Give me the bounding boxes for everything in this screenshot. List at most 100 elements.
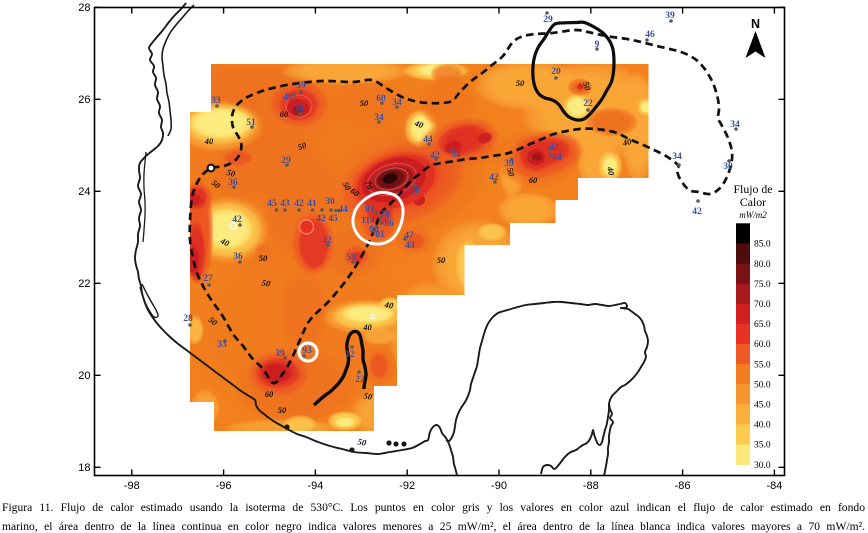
svg-text:40: 40 <box>412 118 425 131</box>
svg-text:34: 34 <box>374 113 384 123</box>
svg-text:50: 50 <box>357 436 368 447</box>
svg-text:40: 40 <box>605 165 617 177</box>
svg-text:50.0: 50.0 <box>754 380 771 390</box>
svg-text:41: 41 <box>307 199 317 209</box>
svg-text:36: 36 <box>228 178 238 188</box>
svg-text:-86: -86 <box>675 480 691 492</box>
svg-text:43: 43 <box>280 199 290 209</box>
svg-text:-84: -84 <box>766 480 782 492</box>
svg-text:36: 36 <box>233 252 243 262</box>
svg-text:26: 26 <box>78 94 90 106</box>
svg-text:114: 114 <box>361 216 375 226</box>
svg-text:42: 42 <box>322 236 332 246</box>
svg-text:40: 40 <box>383 299 395 311</box>
svg-text:N: N <box>751 17 760 31</box>
svg-text:50: 50 <box>261 277 272 288</box>
svg-text:42: 42 <box>430 151 440 161</box>
svg-text:20: 20 <box>78 370 90 382</box>
svg-text:-98: -98 <box>124 480 140 492</box>
svg-text:43: 43 <box>405 241 415 251</box>
svg-text:34: 34 <box>552 153 562 163</box>
svg-text:81: 81 <box>365 205 375 215</box>
svg-text:50: 50 <box>581 81 593 93</box>
svg-text:22: 22 <box>78 278 90 290</box>
svg-text:47: 47 <box>404 231 414 241</box>
svg-text:60: 60 <box>529 175 538 185</box>
svg-text:70.0: 70.0 <box>754 300 771 310</box>
svg-text:33: 33 <box>217 340 227 350</box>
svg-text:29: 29 <box>281 156 291 166</box>
svg-text:44: 44 <box>423 135 433 145</box>
svg-text:Flujo de: Flujo de <box>734 182 773 196</box>
svg-text:-94: -94 <box>307 480 323 492</box>
svg-text:22: 22 <box>355 375 365 385</box>
svg-text:35.0: 35.0 <box>754 441 771 451</box>
svg-text:60: 60 <box>280 109 289 119</box>
svg-text:60: 60 <box>410 186 420 196</box>
svg-text:40: 40 <box>362 322 372 332</box>
svg-text:42: 42 <box>489 173 499 183</box>
svg-text:29: 29 <box>543 15 553 25</box>
svg-text:78: 78 <box>380 210 390 220</box>
svg-text:86: 86 <box>384 219 394 229</box>
svg-text:18: 18 <box>78 462 90 474</box>
svg-text:40: 40 <box>204 136 214 146</box>
svg-text:28: 28 <box>183 314 193 324</box>
svg-text:39: 39 <box>275 349 285 359</box>
svg-text:42: 42 <box>294 199 304 209</box>
svg-text:60: 60 <box>376 94 386 104</box>
svg-text:-92: -92 <box>399 480 415 492</box>
svg-text:50: 50 <box>516 78 525 88</box>
svg-text:50: 50 <box>505 167 517 179</box>
svg-text:34: 34 <box>672 152 682 162</box>
svg-text:40.0: 40.0 <box>754 421 771 431</box>
svg-text:53: 53 <box>346 253 356 263</box>
svg-text:50: 50 <box>363 390 374 401</box>
svg-text:24: 24 <box>78 186 90 198</box>
svg-text:80.0: 80.0 <box>754 260 771 270</box>
svg-text:51: 51 <box>246 118 256 128</box>
svg-text:50: 50 <box>259 253 268 263</box>
svg-text:34: 34 <box>392 98 402 108</box>
svg-text:50: 50 <box>226 167 238 179</box>
svg-text:28: 28 <box>78 2 90 14</box>
svg-text:75.0: 75.0 <box>754 280 771 290</box>
svg-text:42: 42 <box>692 207 702 217</box>
svg-text:81: 81 <box>375 230 385 240</box>
svg-text:9: 9 <box>595 40 600 50</box>
svg-text:27: 27 <box>203 274 213 284</box>
svg-text:55.0: 55.0 <box>754 360 771 370</box>
svg-text:Calor: Calor <box>740 195 766 209</box>
svg-text:42: 42 <box>549 143 559 153</box>
svg-text:50: 50 <box>437 255 446 265</box>
svg-text:48: 48 <box>283 93 293 103</box>
svg-text:45: 45 <box>267 199 277 209</box>
svg-text:30.0: 30.0 <box>754 461 771 471</box>
svg-text:46: 46 <box>645 30 655 40</box>
svg-text:20: 20 <box>551 67 561 77</box>
svg-text:42: 42 <box>232 215 242 225</box>
svg-text:50: 50 <box>278 405 287 415</box>
svg-text:42: 42 <box>316 214 326 224</box>
svg-text:39: 39 <box>504 159 514 169</box>
svg-text:-90: -90 <box>491 480 507 492</box>
svg-text:34: 34 <box>730 120 740 130</box>
svg-text:45.0: 45.0 <box>754 401 771 411</box>
svg-text:-88: -88 <box>583 480 599 492</box>
svg-text:60: 60 <box>265 389 274 399</box>
svg-text:93: 93 <box>302 346 312 356</box>
svg-text:44: 44 <box>338 205 348 215</box>
svg-text:45: 45 <box>328 214 338 224</box>
svg-text:85.0: 85.0 <box>754 240 771 250</box>
svg-text:33: 33 <box>211 96 221 106</box>
svg-text:65.0: 65.0 <box>754 320 771 330</box>
svg-text:50: 50 <box>360 98 369 108</box>
svg-text:36: 36 <box>294 104 304 114</box>
svg-text:30: 30 <box>723 162 733 172</box>
svg-text:40: 40 <box>621 136 633 148</box>
svg-text:-96: -96 <box>216 480 232 492</box>
svg-text:12: 12 <box>345 350 355 360</box>
svg-text:mW/m2: mW/m2 <box>739 210 767 220</box>
svg-text:39: 39 <box>665 11 675 21</box>
svg-text:60.0: 60.0 <box>754 340 771 350</box>
